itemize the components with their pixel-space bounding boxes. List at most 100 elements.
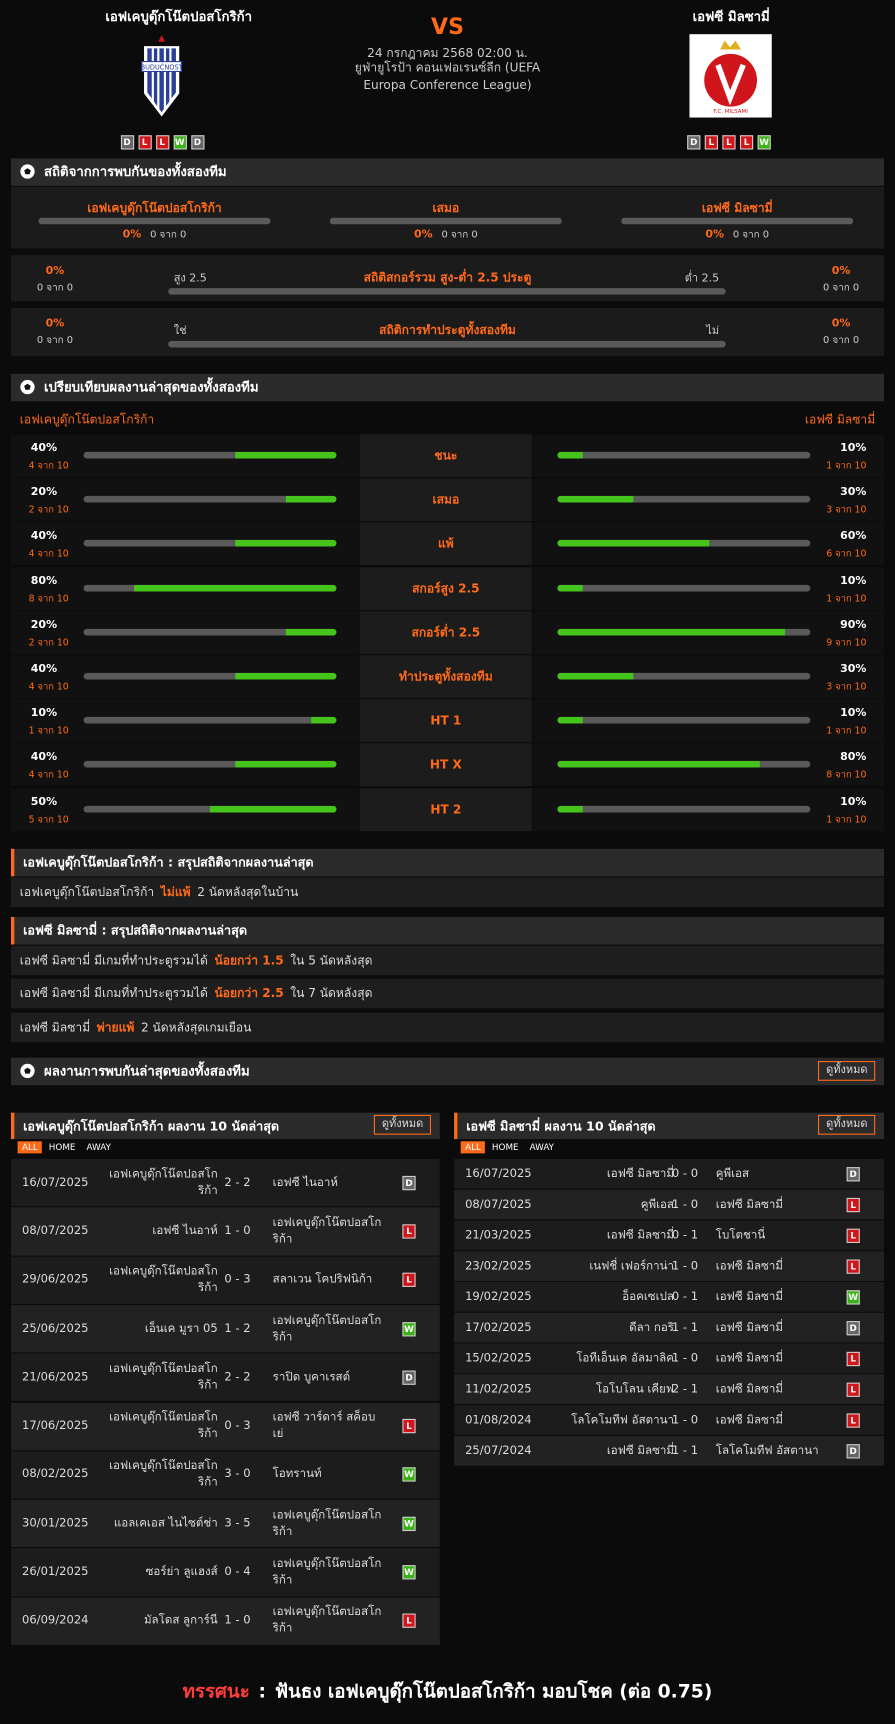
- home-team: คูพีเอส: [640, 1197, 674, 1211]
- text: เอฟซี มิลซามี่ มีเกมที่ทำประตูรวมได้: [19, 986, 208, 1001]
- bar-track: [83, 672, 337, 680]
- away-team: เอฟซี ไนอาห์: [272, 1175, 338, 1189]
- text: ใน 5 นัดหลังสุด: [290, 952, 373, 968]
- score: 0 - 3: [224, 1419, 251, 1433]
- percent: 20%: [30, 618, 58, 631]
- percent: 40%: [30, 441, 58, 455]
- bar-track: [557, 540, 811, 547]
- bar-track: [621, 217, 854, 225]
- away-team: โอทรานท์: [272, 1467, 322, 1481]
- tab[interactable]: HOME: [491, 1142, 519, 1153]
- detail: 0 จาก 0: [150, 229, 187, 241]
- percent: 0%: [45, 317, 65, 330]
- result-badge: W: [846, 1289, 860, 1305]
- home-team: เอฟซี มิลซามี่: [606, 1166, 674, 1180]
- home-cell: 40% 4 จาก 10: [10, 522, 359, 566]
- result-badge: D: [846, 1166, 860, 1181]
- view-all-button[interactable]: ดูทั้งหมด: [818, 1114, 876, 1135]
- label-cell: HT 2: [359, 787, 533, 831]
- home-team: เอ็นเค มูรา 05: [144, 1321, 218, 1335]
- section-header: เปรียบเทียบผลงานล่าสุดของทั้งสองทีม: [10, 373, 884, 402]
- form-badge: W: [173, 135, 187, 150]
- result-badge: L: [846, 1258, 860, 1274]
- home-team: เอฟเคบูดุ๊กโน๊ตปอสโกริก้า: [109, 1264, 218, 1295]
- tab[interactable]: AWAY: [86, 1142, 111, 1153]
- bar-fill: [557, 584, 583, 592]
- text: 2 นัดหลังสุดเกมเยือน: [140, 1019, 252, 1035]
- home-cell: 20% 2 จาก 10: [10, 611, 359, 654]
- form-badge: W: [757, 135, 771, 150]
- result-badge: W: [402, 1467, 416, 1483]
- away-cell: 10% 1 จาก 10: [533, 699, 884, 743]
- form-badge: D: [687, 135, 701, 150]
- competition: ยูฟ่ายูโรป้า คอนเฟอเรนซ์ลีก (UEFA Europa…: [354, 60, 541, 93]
- side-label: สูง 2.5: [173, 272, 207, 285]
- date: 15/02/2025: [465, 1351, 532, 1365]
- home-team: แอลเคเอส ไนไซต์ช่า: [113, 1516, 218, 1530]
- highlight: พ่ายแพ้: [96, 1019, 135, 1035]
- svg-text:F.C. MILSAMI: F.C. MILSAMI: [713, 109, 748, 115]
- date: 25/06/2025: [21, 1321, 89, 1335]
- score: 3 - 5: [224, 1516, 251, 1530]
- tab[interactable]: AWAY: [529, 1142, 555, 1153]
- away-team: เอฟซี มิลซามี่: [715, 1320, 783, 1334]
- tab[interactable]: ALL: [17, 1141, 43, 1154]
- match-row: 25/06/2025 เอ็นเค มูรา 05 1 - 2 เอฟเคบูดุ๊ก…: [10, 1304, 440, 1353]
- percent: 0%: [705, 228, 725, 241]
- away-team: เอฟซี มิลซามี่: [715, 1289, 783, 1303]
- score: 0 - 4: [224, 1565, 251, 1579]
- highlight: ไม่แพ้: [160, 885, 191, 900]
- bar-fill: [557, 805, 583, 813]
- summary-header: เอฟซี มิลซามี่ : สรุปสถิติจากผลงานล่าสุด: [10, 916, 884, 944]
- percent: 40%: [30, 662, 58, 676]
- percent: 0%: [413, 228, 433, 241]
- h2h-box: เอฟเคบูดุ๊กโน๊ตปอสโกริก้า 0% 0 จาก 0 เสมอ 0%…: [10, 186, 884, 249]
- form-badge: L: [739, 135, 754, 150]
- result-badge: W: [402, 1321, 416, 1336]
- view-all-button[interactable]: ดูทั้งหมด: [818, 1061, 876, 1081]
- home-team: ดีลา กอริ: [629, 1320, 674, 1334]
- column-label: เสมอ: [432, 201, 460, 216]
- column-result: 0% 0 จาก 0: [330, 226, 562, 241]
- percent: 40%: [30, 751, 58, 764]
- column-result: 0% 0 จาก 0: [621, 226, 853, 241]
- percent: 10%: [840, 707, 867, 720]
- tab[interactable]: ALL: [460, 1141, 486, 1154]
- score: 0 - 0: [671, 1166, 699, 1180]
- view-all-button[interactable]: ดูทั้งหมด: [374, 1114, 432, 1135]
- home-cell: 10% 1 จาก 10: [10, 699, 359, 743]
- match-row: 25/07/2024 เอฟซี มิลซามี่ 1 - 1 โลโคโมทีฟ อ…: [454, 1435, 884, 1466]
- bar-track: [168, 288, 726, 295]
- stat-title: สถิติการทำประตูทั้งสองทีม: [379, 323, 516, 338]
- date: 21/03/2025: [465, 1228, 532, 1242]
- separator: :: [258, 1681, 267, 1704]
- bar-fill: [235, 761, 337, 768]
- tab[interactable]: HOME: [48, 1142, 76, 1153]
- bar-fill: [557, 540, 710, 547]
- text: เอฟซี มิลซามี่ มีเกมที่ทำประตูรวมได้: [19, 952, 208, 968]
- percent: 30%: [840, 486, 867, 499]
- form-badge: L: [155, 135, 169, 150]
- date: 06/09/2024: [21, 1613, 89, 1628]
- percent: 10%: [840, 795, 867, 808]
- score: 1 - 2: [224, 1321, 251, 1335]
- match-row: 21/06/2025 เอฟเคบูดุ๊กโน๊ตปอสโกริก้า 2 - 2…: [10, 1353, 440, 1402]
- score: 1 - 0: [224, 1224, 251, 1238]
- bar-track: [83, 628, 337, 636]
- bar-track: [557, 496, 811, 503]
- match-row: 16/07/2025 เอฟเคบูดุ๊กโน๊ตปอสโกริก้า 2 - 2…: [10, 1158, 440, 1207]
- date: 11/02/2025: [465, 1382, 532, 1396]
- label-cell: ชนะ: [359, 434, 533, 478]
- away-team: เอฟเคบูดุ๊กโน๊ตปอสโกริก้า: [272, 1605, 382, 1636]
- score: 1 - 1: [671, 1443, 699, 1457]
- section-header: สถิติจากการพบกันของทั้งสองทีม: [10, 158, 884, 186]
- detail: 0 จาก 0: [822, 282, 860, 294]
- result-badge: L: [402, 1224, 416, 1239]
- match-row: 29/06/2025 เอฟเคบูดุ๊กโน๊ตปอสโกริก้า 0 - 3…: [10, 1256, 440, 1304]
- bar-track: [329, 217, 562, 225]
- detail: 0 จาก 0: [732, 229, 770, 241]
- home-team: เนฟชี่ เฟอร์กาน่า: [589, 1258, 674, 1273]
